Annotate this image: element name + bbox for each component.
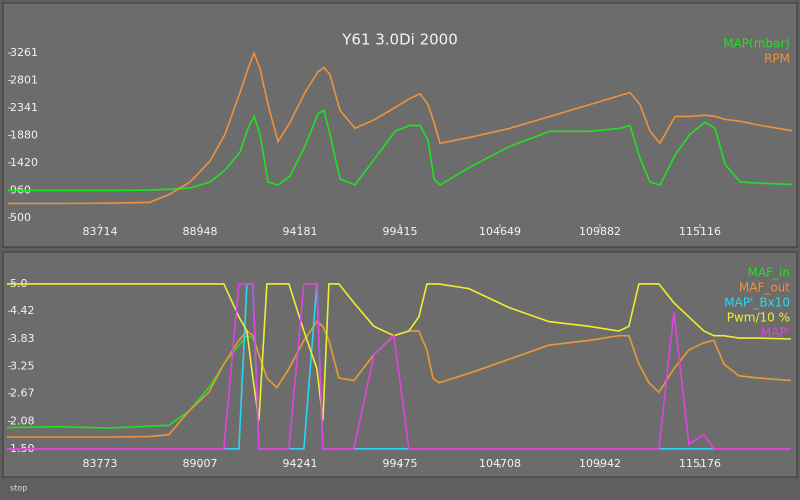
- stop-button[interactable]: stop: [10, 484, 27, 493]
- legend-entry: Pwm/10 %: [727, 311, 790, 325]
- y-tick-label: 1420: [10, 156, 38, 169]
- y-tick-label: 3261: [10, 46, 38, 59]
- top-panel: [2, 2, 798, 248]
- y-tick-label: 3.83: [10, 332, 35, 345]
- legend-entry: MAP'_Bx10: [724, 296, 790, 310]
- series-line: [6, 283, 791, 450]
- x-tick-label: 109882: [579, 225, 621, 238]
- y-tick-label: 4.42: [10, 304, 35, 317]
- y-tick-label: 1880: [10, 128, 38, 141]
- x-tick-label: 94181: [282, 225, 317, 238]
- x-tick-label: 115176: [679, 457, 721, 470]
- y-tick-label: 3.25: [10, 359, 35, 372]
- x-tick-label: 99475: [383, 457, 418, 470]
- series-line: [8, 109, 793, 192]
- bottom-panel: [2, 251, 798, 478]
- legend-entry: MAP': [761, 326, 790, 340]
- x-tick-label: 88948: [182, 225, 217, 238]
- x-tick-label: 104649: [479, 225, 521, 238]
- x-tick-label: 94241: [282, 457, 317, 470]
- legend-entry: MAF_in: [748, 266, 790, 280]
- x-tick-label: 99415: [382, 225, 417, 238]
- y-tick-label: 2341: [10, 101, 38, 114]
- series-line: [6, 283, 791, 450]
- y-tick-label: 2.08: [10, 414, 35, 427]
- x-tick-label: 104708: [479, 457, 521, 470]
- legend-entry: RPM: [764, 52, 790, 66]
- y-tick-label: 2801: [10, 74, 38, 87]
- y-tick-label: 2.67: [10, 387, 35, 400]
- x-tick-label: 109942: [579, 457, 621, 470]
- series-line: [8, 50, 793, 205]
- x-tick-label: 89007: [182, 457, 217, 470]
- legend-entry: MAF_out: [739, 281, 790, 295]
- chart-title: Y61 3.0Di 2000: [341, 31, 458, 49]
- x-tick-label: 83714: [82, 225, 117, 238]
- y-tick-label: 500: [10, 211, 31, 224]
- legend-entry: MAP(mbar): [723, 37, 790, 51]
- x-tick-label: 115116: [679, 225, 721, 238]
- x-tick-label: 83773: [82, 457, 117, 470]
